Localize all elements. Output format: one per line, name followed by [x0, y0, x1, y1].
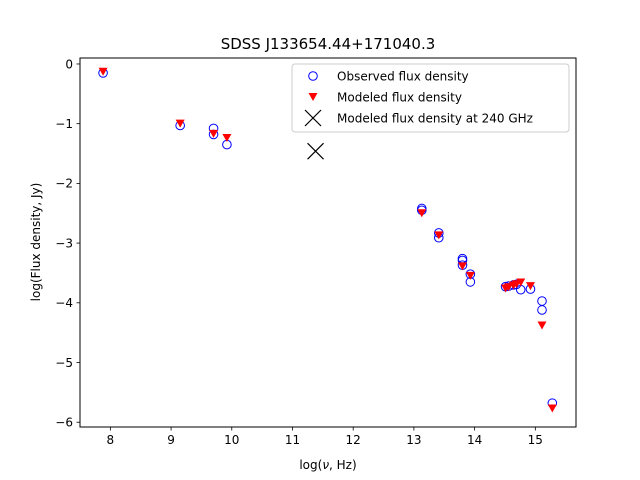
observed-point — [537, 305, 547, 315]
y-tick-label: −6 — [55, 416, 73, 430]
chart-title: SDSS J133654.44+171040.3 — [221, 35, 436, 53]
y-tick-label: −5 — [55, 356, 73, 370]
modeled-point — [537, 321, 547, 330]
y-tick-label: −1 — [55, 117, 73, 131]
x-tick-label: 15 — [528, 433, 543, 447]
x-tick-label: 13 — [406, 433, 421, 447]
modeled-point — [465, 271, 475, 280]
modeled-point — [417, 209, 427, 218]
legend-observed-marker — [308, 71, 318, 81]
x-tick-label: 12 — [346, 433, 361, 447]
modeled-point — [209, 129, 219, 138]
modeled-point — [457, 262, 467, 271]
modeled-point — [222, 134, 232, 143]
y-tick-label: −2 — [55, 177, 73, 191]
legend-modeled-label: Modeled flux density — [337, 91, 462, 105]
modeled-point — [98, 67, 108, 76]
legend-240ghz-marker — [304, 109, 322, 127]
x-tick-label: 14 — [467, 433, 482, 447]
x-tick-label: 11 — [285, 433, 300, 447]
y-tick-label: 0 — [65, 57, 73, 71]
modeled-point — [504, 283, 514, 292]
modeled-point — [175, 119, 185, 128]
legend-observed-label: Observed flux density — [337, 70, 469, 84]
modeled-point — [434, 231, 444, 240]
y-tick-label: −4 — [55, 296, 73, 310]
axes-ticks: 8 9 10 11 12 13 14 15 0 −1 −2 −3 −4 −5 −6 — [55, 57, 543, 447]
x-axis-label: log(ν, Hz) — [299, 458, 356, 472]
modeled-point — [547, 404, 557, 413]
x-tick-label: 9 — [167, 433, 175, 447]
plot-frame — [79, 57, 577, 428]
legend-240ghz-label: Modeled flux density at 240 GHz — [337, 112, 533, 126]
legend-modeled-marker — [308, 93, 318, 101]
x-tick-label: 8 — [107, 433, 115, 447]
data-points — [98, 67, 558, 413]
y-axis-label: log(Flux density, Jy) — [29, 183, 43, 302]
x-tick-label: 10 — [224, 433, 239, 447]
legend-box — [291, 63, 570, 133]
legend: Observed flux density Modeled flux densi… — [291, 63, 570, 133]
y-tick-label: −3 — [55, 236, 73, 250]
modeled-240ghz-point — [307, 142, 324, 160]
modeled-point — [516, 278, 526, 287]
modeled-point — [525, 282, 535, 291]
